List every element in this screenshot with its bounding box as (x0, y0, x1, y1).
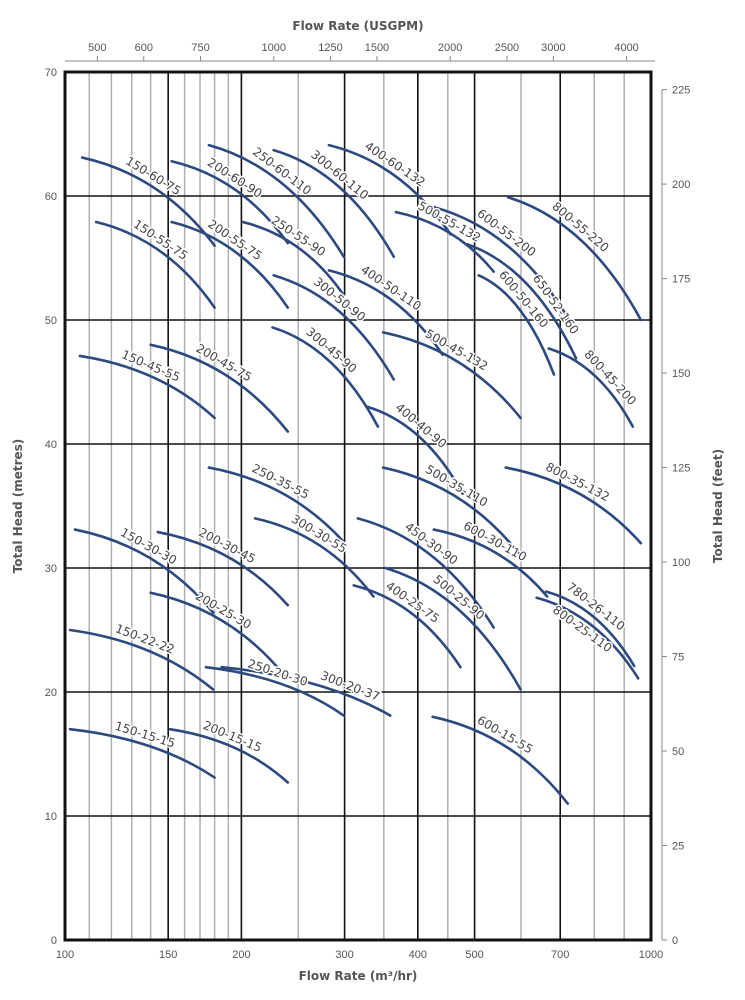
pump-curve-400-40-90 (366, 405, 464, 495)
pump-curve-800-25-110 (535, 596, 640, 680)
curve-label: 300-20-37 (319, 668, 382, 703)
y2-tick-label: 125 (672, 463, 690, 475)
x-tick-label: 500 (465, 949, 483, 961)
pump-curve-400-60-132 (327, 143, 452, 236)
pump-curve-150-15-15 (68, 727, 216, 779)
y-tick-label: 40 (45, 439, 57, 451)
y-tick-label: 60 (45, 191, 57, 203)
pump-curve-200-45-75 (149, 343, 290, 433)
y-tick-label: 30 (45, 563, 57, 575)
curve-label: 500-45-132 (423, 327, 490, 374)
pump-curve-800-35-132 (504, 466, 643, 545)
y2-tick-label: 175 (672, 274, 690, 286)
pump-curve-800-45-200 (547, 347, 635, 428)
pump-curve-150-55-75 (94, 220, 216, 309)
curve-label: 450-30-90 (402, 520, 460, 568)
y-tick-label: 0 (51, 935, 57, 947)
y-tick-label: 50 (45, 315, 57, 327)
x2-tick-label: 2500 (495, 42, 519, 54)
pump-curve-600-15-55 (431, 715, 570, 805)
pump-curve-600-55-200 (432, 205, 570, 319)
x2-axis-title: Flow Rate (USGPM) (292, 19, 423, 33)
x2-tick-label: 3000 (541, 42, 565, 54)
pump-curve-450-30-90 (356, 517, 496, 629)
x-tick-label: 200 (232, 949, 250, 961)
pump-curve-150-60-75 (80, 156, 216, 247)
pump-curve-780-26-110 (544, 590, 636, 668)
y2-tick-label: 150 (672, 368, 690, 380)
y2-axis-title: Total Head (feet) (711, 449, 725, 563)
pump-curve-250-20-30 (204, 665, 346, 717)
y-tick-label: 20 (45, 687, 57, 699)
curve-label: 800-55-220 (549, 199, 611, 255)
pump-curve-150-30-30 (73, 528, 215, 614)
pump-curve-400-25-75 (352, 584, 462, 669)
x2-tick-label: 4000 (614, 42, 638, 54)
pump-curve-600-50-160 (477, 274, 556, 376)
y2-tick-label: 225 (672, 85, 690, 97)
x2-tick-label: 1000 (262, 42, 286, 54)
pump-curve-250-35-55 (207, 466, 346, 544)
curve-label: 300-45-90 (303, 325, 359, 376)
x2-tick-label: 500 (88, 42, 106, 54)
curve-label: 500-35-110 (423, 462, 490, 510)
y-tick-label: 70 (45, 67, 57, 79)
y2-tick-label: 75 (672, 652, 684, 664)
x-tick-label: 150 (159, 949, 177, 961)
x-axis-title: Flow Rate (m³/hr) (299, 969, 418, 983)
x-tick-label: 400 (409, 949, 427, 961)
plot-frame (63, 70, 653, 942)
y2-tick-label: 50 (672, 746, 684, 758)
pump-curve-500-35-110 (381, 466, 522, 557)
pump-curve-300-60-110 (272, 148, 396, 259)
pump-curve-200-55-75 (170, 220, 290, 309)
pump-curve-200-60-90 (170, 159, 290, 245)
pump-curve-500-25-90 (383, 566, 522, 691)
x-tick-label: 700 (551, 949, 569, 961)
x2-tick-label: 600 (135, 42, 153, 54)
y2-tick-label: 200 (672, 179, 690, 191)
x2-tick-label: 1500 (365, 42, 389, 54)
curve-label: 400-25-75 (383, 579, 442, 626)
curve-label: 400-50-110 (358, 263, 423, 314)
pump-curve-300-45-90 (271, 326, 380, 428)
pump-curve-200-25-30 (149, 591, 289, 680)
pump-curve-300-20-37 (220, 665, 392, 717)
pump-curve-150-22-22 (68, 628, 215, 691)
y2-tick-label: 0 (672, 935, 678, 947)
pump-curve-500-55-132 (394, 210, 496, 273)
y2-tick-label: 25 (672, 841, 684, 853)
pump-curve-650-52-160 (466, 243, 578, 360)
pump-curve-400-50-110 (327, 269, 444, 357)
pump-curve-500-45-132 (381, 331, 522, 420)
x-tick-label: 1000 (639, 949, 663, 961)
y2-tick-label: 100 (672, 557, 690, 569)
curve-label: 150-22-22 (113, 621, 176, 656)
x2-tick-label: 1250 (318, 42, 342, 54)
pump-curve-800-55-220 (506, 195, 643, 322)
x-tick-label: 100 (56, 949, 74, 961)
x2-tick-label: 2000 (438, 42, 462, 54)
x2-tick-label: 750 (191, 42, 209, 54)
pump-curve-600-30-110 (432, 528, 549, 598)
pump-curve-300-30-55 (253, 517, 375, 598)
pump-curve-150-45-55 (78, 354, 216, 420)
pump-curve-200-30-45 (156, 530, 290, 607)
curve-label: 200-15-15 (201, 718, 264, 755)
y-tick-label: 10 (45, 811, 57, 823)
x-tick-label: 300 (335, 949, 353, 961)
y-axis-title: Total Head (metres) (11, 439, 25, 574)
pump-curve-300-50-90 (272, 274, 396, 381)
pump-curve-250-60-110 (207, 143, 346, 259)
pump-curve-250-55-90 (241, 220, 346, 297)
curve-label: 800-45-200 (581, 347, 639, 408)
pump-curve-200-15-15 (168, 727, 290, 784)
